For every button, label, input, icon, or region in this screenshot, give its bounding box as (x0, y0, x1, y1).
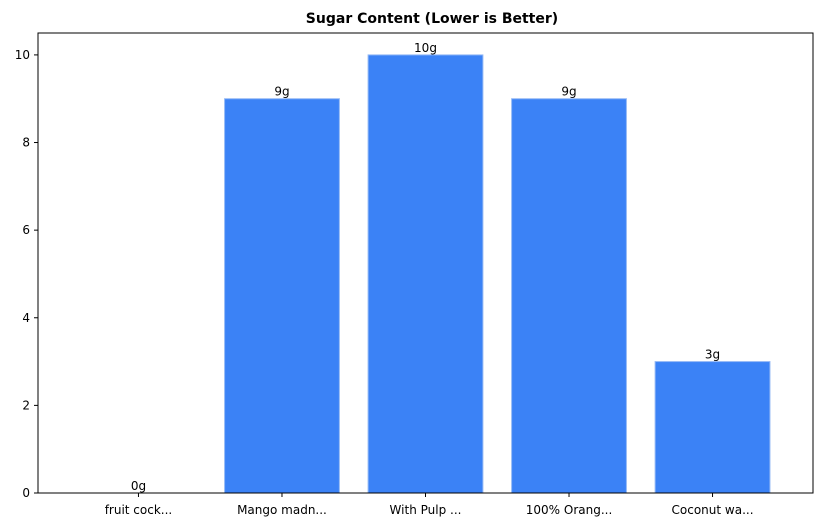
data-labels: 0g 9g 10g 9g 3g (131, 41, 720, 493)
y-axis: 0 2 4 6 8 10 (15, 48, 38, 500)
y-tick-label: 4 (22, 311, 30, 325)
chart-title: Sugar Content (Lower is Better) (306, 11, 558, 27)
bar (654, 361, 771, 494)
x-tick-label: Mango madn... (237, 503, 327, 517)
x-tick-label: fruit cock... (105, 503, 173, 517)
bar-value-label: 9g (274, 85, 289, 99)
bar-series (224, 54, 771, 494)
bar-value-label: 0g (131, 479, 146, 493)
y-tick-label: 10 (15, 48, 30, 62)
bar-value-label: 10g (414, 41, 437, 55)
bar (511, 98, 627, 494)
plot-frame (37, 32, 814, 494)
x-tick-label: 100% Orang... (526, 503, 613, 517)
bar-value-label: 3g (705, 348, 720, 362)
y-tick-label: 2 (22, 398, 30, 412)
bar-value-label: 9g (561, 85, 576, 99)
x-tick-label: Coconut wa... (672, 503, 754, 517)
y-tick-label: 8 (22, 136, 30, 150)
x-axis: fruit cock... Mango madn... With Pulp ... 1… (105, 493, 754, 517)
y-tick-label: 0 (22, 486, 30, 500)
bar (224, 98, 340, 494)
x-tick-label: With Pulp ... (390, 503, 462, 517)
bar (367, 54, 484, 494)
y-tick-label: 6 (22, 223, 30, 237)
